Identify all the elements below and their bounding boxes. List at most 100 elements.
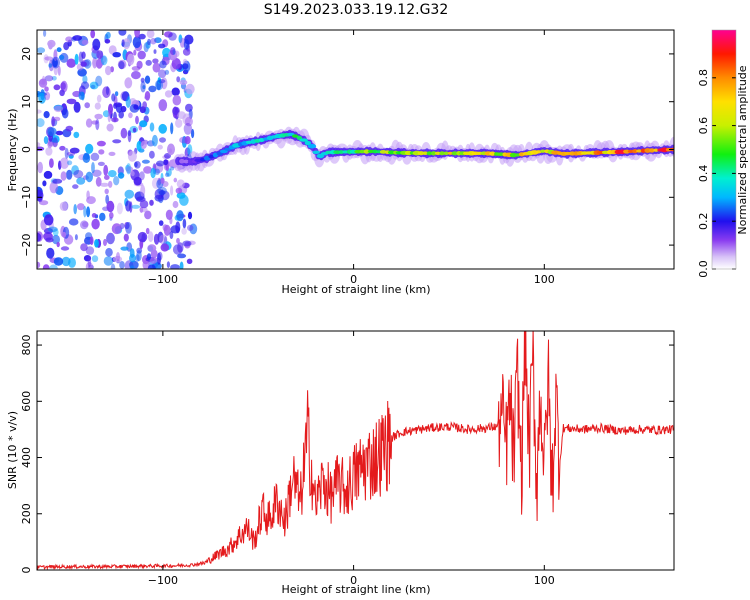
noise-blob bbox=[142, 85, 146, 90]
noise-blob bbox=[154, 37, 162, 44]
noise-blob bbox=[158, 79, 166, 84]
spectrogram-x-ticks: −100 0 100 bbox=[148, 30, 555, 286]
noise-blob bbox=[159, 137, 166, 143]
noise-blob bbox=[147, 38, 151, 46]
noise-blob bbox=[91, 162, 95, 174]
noise-blob bbox=[55, 130, 64, 136]
noise-blob bbox=[59, 145, 66, 151]
noise-blob bbox=[53, 116, 61, 122]
noise-blob bbox=[63, 42, 70, 51]
noise-blob bbox=[112, 255, 123, 263]
ridge-core bbox=[451, 151, 458, 156]
noise-blob bbox=[84, 102, 90, 109]
snr-x-label: Height of straight line (km) bbox=[281, 583, 430, 596]
noise-blob bbox=[127, 53, 135, 66]
noise-blob bbox=[85, 171, 94, 183]
noise-blob bbox=[37, 118, 45, 128]
noise-blob bbox=[136, 140, 142, 152]
noise-blob bbox=[116, 252, 120, 262]
noise-blob bbox=[44, 86, 49, 92]
noise-blob bbox=[169, 216, 173, 225]
colorbar-ticks: 0.0 0.2 0.4 0.6 0.8 bbox=[697, 29, 737, 278]
ridge-core bbox=[299, 138, 308, 142]
snr-y-ticks: 0 200 400 600 800 bbox=[20, 335, 674, 574]
noise-blob bbox=[146, 253, 152, 261]
ridge-core bbox=[417, 151, 425, 156]
noise-blob bbox=[169, 166, 175, 171]
noise-blob bbox=[96, 94, 102, 103]
noise-blob bbox=[157, 144, 163, 150]
noise-blob bbox=[73, 101, 81, 113]
noise-region bbox=[37, 30, 198, 269]
noise-blob bbox=[119, 261, 125, 269]
noise-blob bbox=[179, 79, 188, 86]
noise-blob bbox=[73, 131, 80, 139]
noise-blob bbox=[80, 81, 90, 90]
noise-blob bbox=[140, 77, 145, 83]
noise-blob bbox=[133, 49, 137, 56]
noise-blob bbox=[44, 56, 54, 61]
noise-blob bbox=[113, 176, 120, 186]
noise-blob bbox=[191, 128, 195, 139]
noise-blob bbox=[138, 33, 146, 40]
noise-blob bbox=[176, 192, 186, 199]
signal-ridge bbox=[173, 126, 674, 173]
noise-blob bbox=[153, 233, 160, 245]
noise-blob bbox=[90, 152, 100, 161]
noise-blob bbox=[66, 169, 73, 180]
noise-blob bbox=[158, 99, 168, 112]
noise-blob bbox=[42, 75, 46, 85]
ridge-core bbox=[653, 148, 659, 152]
noise-blob bbox=[131, 71, 141, 80]
noise-blob bbox=[105, 65, 112, 76]
noise-blob bbox=[69, 147, 80, 154]
ridge-core bbox=[292, 134, 299, 138]
noise-blob bbox=[134, 30, 140, 38]
noise-blob bbox=[74, 234, 78, 241]
noise-blob bbox=[125, 166, 134, 174]
noise-blob bbox=[82, 153, 91, 163]
noise-blob bbox=[146, 30, 155, 39]
noise-blob bbox=[135, 254, 140, 262]
noise-blob bbox=[111, 117, 119, 123]
noise-blob bbox=[62, 231, 66, 238]
noise-blob bbox=[144, 210, 152, 220]
noise-blob bbox=[47, 226, 58, 233]
noise-blob bbox=[49, 264, 58, 269]
noise-blob bbox=[83, 205, 87, 218]
noise-blob bbox=[171, 58, 181, 70]
noise-blob bbox=[60, 171, 67, 181]
ridge-core bbox=[489, 151, 496, 156]
noise-blob bbox=[133, 176, 142, 186]
noise-blob bbox=[56, 47, 62, 53]
noise-blob bbox=[105, 247, 113, 257]
noise-blob bbox=[37, 161, 43, 174]
noise-blob bbox=[182, 48, 191, 56]
noise-blob bbox=[172, 200, 179, 209]
noise-blob bbox=[159, 60, 167, 69]
noise-blob bbox=[80, 220, 89, 230]
noise-blob bbox=[136, 60, 143, 69]
noise-blob bbox=[163, 224, 171, 236]
noise-blob bbox=[72, 184, 79, 189]
noise-blob bbox=[158, 123, 167, 134]
noise-blob bbox=[38, 92, 46, 104]
noise-blob bbox=[145, 59, 152, 66]
noise-blob bbox=[43, 54, 49, 64]
noise-blob bbox=[154, 188, 164, 200]
noise-blob bbox=[124, 189, 135, 199]
noise-blob bbox=[43, 170, 53, 179]
noise-blob bbox=[184, 116, 193, 127]
noise-blob bbox=[95, 75, 103, 87]
x-tick-label: 100 bbox=[534, 273, 555, 286]
noise-blob bbox=[148, 231, 154, 243]
noise-blob bbox=[105, 31, 111, 39]
noise-blob bbox=[175, 221, 181, 234]
noise-blob bbox=[135, 115, 139, 125]
noise-blob bbox=[187, 224, 194, 231]
noise-blob bbox=[43, 214, 54, 226]
noise-blob bbox=[53, 84, 61, 91]
noise-blob bbox=[97, 161, 105, 166]
noise-blob bbox=[164, 90, 173, 98]
